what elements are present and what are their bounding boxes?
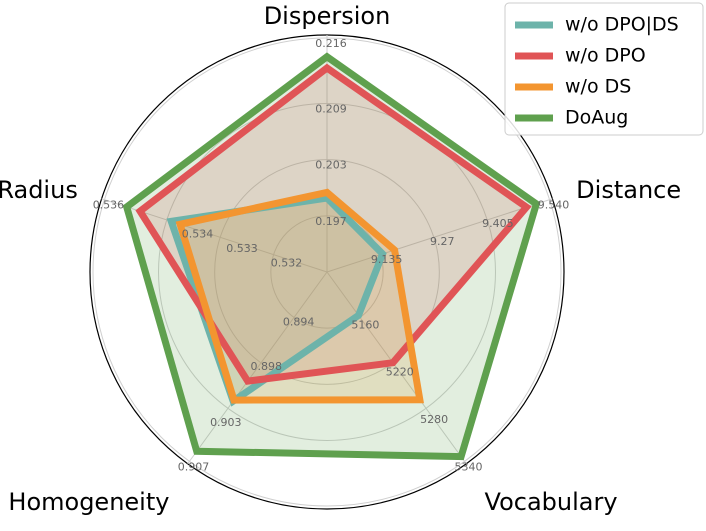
tick-label: 0.903 xyxy=(210,416,242,429)
series-line xyxy=(122,52,541,461)
tick-label: 0.216 xyxy=(315,37,347,50)
tick-label: 0.907 xyxy=(178,460,210,473)
tick-label: 5220 xyxy=(386,366,414,379)
spoke xyxy=(326,271,467,465)
tick-label: 9.27 xyxy=(430,235,455,248)
legend-label: w/o DS xyxy=(565,76,631,98)
tick-label: 0.898 xyxy=(251,360,283,373)
tick-label: 5280 xyxy=(420,413,448,426)
series-line xyxy=(175,188,424,404)
axis-label: Homogeneity xyxy=(8,488,169,516)
tick-label: 0.534 xyxy=(182,228,214,241)
tick-label: 0.197 xyxy=(315,215,347,228)
tick-label: 9.405 xyxy=(482,217,514,230)
tick-label: 5160 xyxy=(351,318,379,331)
tick-label: 9.540 xyxy=(538,199,570,212)
legend-box xyxy=(504,2,704,136)
tick-label: 0.536 xyxy=(93,199,125,212)
legend-label: w/o DPO|DS xyxy=(565,14,679,36)
spoke xyxy=(187,271,328,465)
tick-label: 5340 xyxy=(455,460,483,473)
tick-label: 9.135 xyxy=(371,253,403,266)
axis-label: Distance xyxy=(576,176,681,204)
spoke xyxy=(326,198,553,273)
legend-label: w/o DPO xyxy=(565,45,646,67)
axis-label: Radius xyxy=(0,176,78,204)
legend-label: DoAug xyxy=(565,107,628,129)
axis-label: Vocabulary xyxy=(485,488,618,516)
series-area xyxy=(140,67,527,382)
tick-label: 0.533 xyxy=(226,242,258,255)
tick-label: 0.209 xyxy=(315,103,347,116)
tick-label: 0.532 xyxy=(271,257,303,270)
axis-label: Dispersion xyxy=(264,2,391,30)
series-line xyxy=(135,63,532,385)
tick-label: 0.203 xyxy=(315,159,347,172)
series-area xyxy=(180,192,420,401)
tick-label: 0.894 xyxy=(283,316,315,329)
series-area xyxy=(171,198,383,402)
